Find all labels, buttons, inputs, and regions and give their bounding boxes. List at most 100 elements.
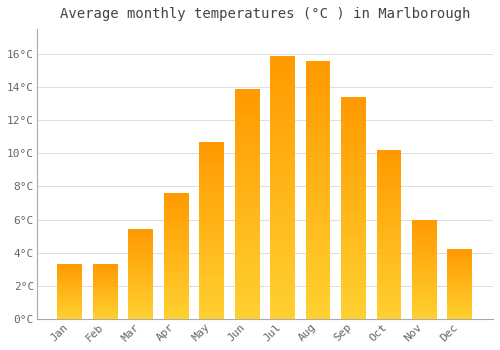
Bar xyxy=(270,161,295,164)
Bar xyxy=(412,266,437,267)
Bar xyxy=(200,297,224,299)
Bar xyxy=(58,270,82,271)
Bar xyxy=(128,268,153,270)
Bar xyxy=(412,259,437,260)
Bar xyxy=(270,181,295,184)
Bar xyxy=(341,161,366,163)
Bar xyxy=(448,308,472,309)
Bar xyxy=(270,171,295,174)
Bar xyxy=(200,259,224,261)
Bar xyxy=(128,267,153,268)
Bar xyxy=(58,271,82,272)
Bar xyxy=(128,250,153,251)
Bar xyxy=(376,203,402,205)
Bar xyxy=(164,207,188,209)
Bar xyxy=(448,265,472,266)
Bar xyxy=(200,279,224,281)
Bar xyxy=(200,252,224,255)
Bar xyxy=(341,144,366,147)
Bar xyxy=(164,210,188,212)
Bar xyxy=(376,167,402,169)
Bar xyxy=(128,244,153,245)
Bar xyxy=(200,250,224,252)
Bar xyxy=(306,219,330,222)
Bar xyxy=(164,226,188,228)
Bar xyxy=(306,306,330,309)
Bar xyxy=(412,224,437,226)
Bar xyxy=(412,243,437,244)
Bar xyxy=(448,301,472,302)
Bar xyxy=(341,264,366,266)
Bar xyxy=(270,240,295,243)
Bar xyxy=(341,258,366,261)
Bar xyxy=(270,217,295,220)
Bar xyxy=(306,222,330,225)
Bar xyxy=(270,134,295,138)
Bar xyxy=(412,262,437,263)
Bar xyxy=(164,202,188,204)
Bar xyxy=(128,296,153,298)
Bar xyxy=(448,257,472,258)
Bar xyxy=(164,228,188,229)
Bar xyxy=(128,289,153,290)
Bar xyxy=(376,207,402,209)
Bar xyxy=(412,271,437,272)
Bar xyxy=(412,272,437,273)
Bar xyxy=(58,314,82,315)
Bar xyxy=(58,291,82,292)
Bar xyxy=(235,146,260,149)
Bar xyxy=(270,158,295,161)
Bar xyxy=(235,155,260,158)
Bar xyxy=(164,251,188,253)
Bar xyxy=(412,267,437,268)
Bar xyxy=(235,149,260,152)
Bar xyxy=(412,276,437,278)
Bar xyxy=(164,262,188,264)
Bar xyxy=(200,159,224,162)
Bar xyxy=(376,222,402,224)
Bar xyxy=(128,233,153,234)
Bar xyxy=(58,272,82,273)
Bar xyxy=(412,253,437,254)
Bar xyxy=(306,264,330,267)
Bar xyxy=(306,170,330,174)
Bar xyxy=(200,294,224,297)
Bar xyxy=(93,285,118,286)
Bar xyxy=(412,293,437,294)
Bar xyxy=(128,272,153,273)
Bar xyxy=(200,153,224,155)
Bar xyxy=(448,303,472,304)
Bar xyxy=(412,254,437,256)
Bar xyxy=(448,298,472,299)
Bar xyxy=(448,276,472,277)
Bar xyxy=(341,300,366,302)
Bar xyxy=(164,232,188,234)
Bar xyxy=(412,300,437,301)
Bar xyxy=(306,293,330,296)
Bar xyxy=(412,298,437,299)
Bar xyxy=(270,184,295,187)
Bar xyxy=(128,278,153,279)
Bar xyxy=(128,280,153,281)
Bar xyxy=(93,276,118,277)
Bar xyxy=(306,267,330,271)
Bar xyxy=(235,313,260,316)
Bar xyxy=(376,296,402,298)
Bar xyxy=(341,233,366,236)
Bar xyxy=(270,266,295,270)
Bar xyxy=(200,155,224,157)
Bar xyxy=(448,297,472,298)
Bar xyxy=(270,289,295,293)
Bar xyxy=(412,284,437,285)
Bar xyxy=(128,257,153,259)
Bar xyxy=(235,100,260,103)
Bar xyxy=(164,253,188,254)
Bar xyxy=(93,312,118,313)
Bar xyxy=(200,195,224,197)
Bar xyxy=(58,304,82,305)
Bar xyxy=(341,316,366,319)
Bar xyxy=(341,172,366,175)
Bar xyxy=(412,308,437,309)
Bar xyxy=(412,301,437,303)
Bar xyxy=(306,316,330,319)
